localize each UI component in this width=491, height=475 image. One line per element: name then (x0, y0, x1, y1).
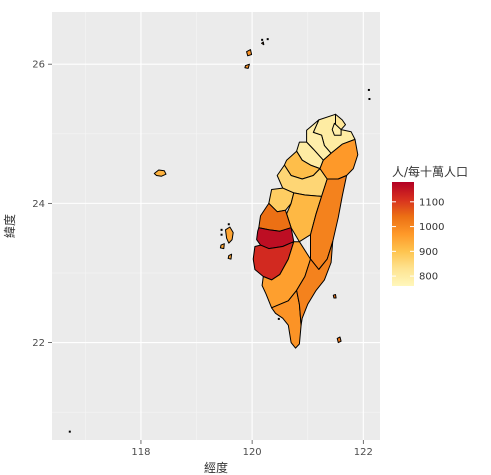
legend-label: 900 (419, 247, 438, 258)
islet-speck (277, 317, 280, 320)
x-axis-title: 經度 (204, 460, 228, 475)
region-green-island (332, 294, 342, 344)
region-taitung (296, 241, 334, 326)
x-axis: 118 120 122 (131, 440, 373, 458)
islet-speck (220, 233, 223, 236)
islet-speck (367, 88, 370, 91)
region-kinmen (153, 169, 167, 177)
islet-speck (266, 38, 269, 41)
region-pingtung (271, 289, 302, 349)
region-taipei (331, 122, 342, 136)
islet-speck (368, 97, 371, 100)
legend-label: 1100 (419, 197, 444, 208)
x-tick-label: 122 (354, 447, 373, 458)
y-axis-title: 緯度 (2, 214, 17, 238)
legend-ticks: 800 900 1000 1100 (392, 197, 444, 283)
region-lienchiang (244, 41, 265, 69)
y-tick-label: 24 (32, 199, 45, 210)
legend: 人/每十萬人口 800 900 1000 1100 (392, 164, 468, 286)
y-tick-label: 26 (32, 60, 45, 71)
legend-label: 800 (419, 272, 438, 283)
islet-speck (68, 430, 71, 433)
islet-speck (261, 38, 264, 41)
islet-speck (227, 223, 230, 226)
islet-speck (220, 228, 223, 231)
y-axis: 22 24 26 (32, 60, 52, 349)
legend-colorbar (392, 182, 414, 286)
x-tick-label: 118 (131, 447, 150, 458)
legend-label: 1000 (419, 222, 444, 233)
x-tick-label: 120 (243, 447, 262, 458)
legend-title: 人/每十萬人口 (392, 164, 468, 179)
y-tick-label: 22 (32, 338, 45, 349)
region-penghu (219, 226, 234, 260)
regions-layer (68, 38, 371, 433)
